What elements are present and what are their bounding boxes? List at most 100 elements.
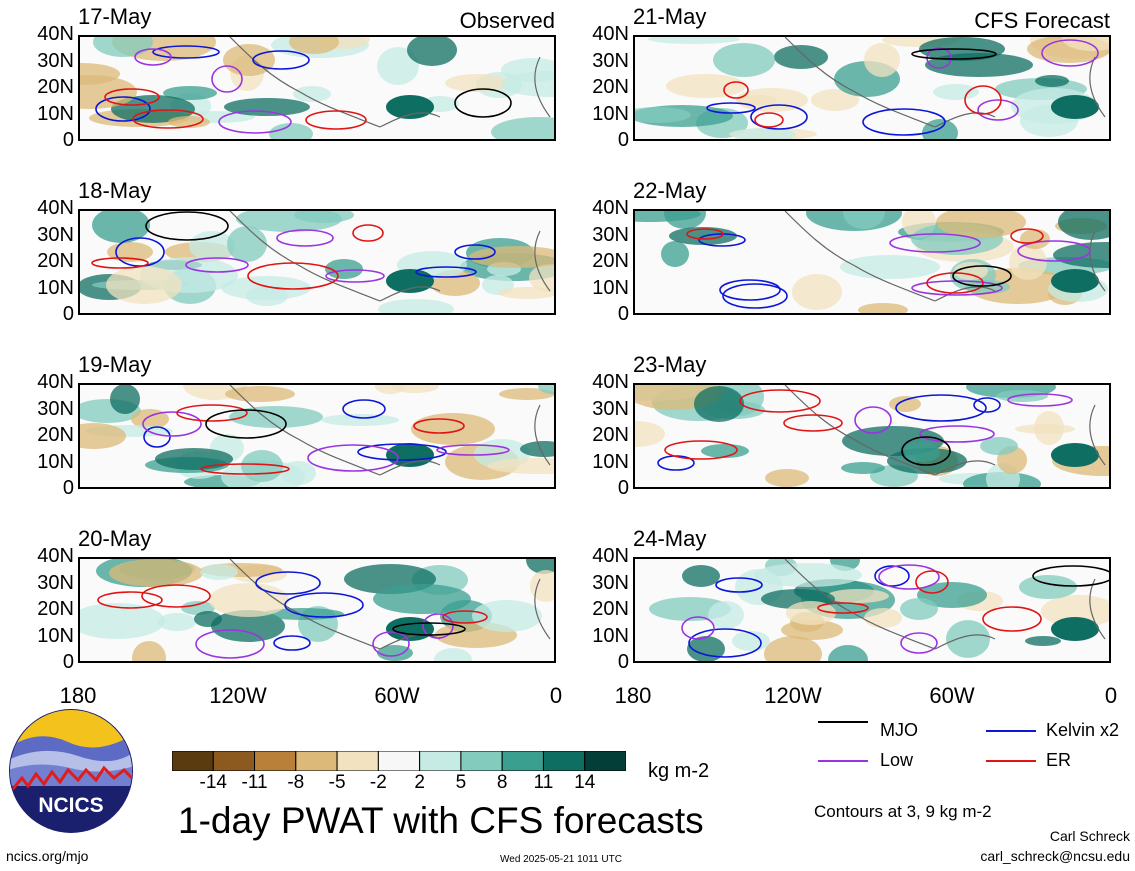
x-tick-label: 60W: [374, 683, 420, 708]
y-tick-label: 10N: [37, 624, 74, 647]
map-panel-right-2: [633, 383, 1111, 489]
colorbar-swatch: [295, 750, 338, 772]
x-tick-label: 0: [549, 683, 563, 708]
colorbar-swatch: [460, 750, 503, 772]
colorbar-unit: kg m-2: [648, 760, 710, 782]
panel-date-right-3: 24-May: [633, 526, 707, 551]
y-tick-label: 0: [62, 303, 74, 325]
y-tick-label: 0: [617, 651, 629, 673]
y-tick-label: 0: [62, 651, 74, 673]
colorbar-swatch: [336, 750, 379, 772]
colorbar-tick-label: -11: [241, 772, 268, 793]
y-tick-label: 0: [617, 303, 629, 325]
colorbar-tick-label: -5: [328, 772, 346, 793]
panel-date-left-1: 18-May: [78, 178, 152, 203]
colorbar-tick-label: 5: [455, 772, 467, 793]
y-tick-label: 10N: [37, 102, 74, 125]
x-tick-label: 180: [614, 683, 652, 708]
y-tick-label: 20N: [592, 76, 629, 98]
footer-author: Carl Schreck: [1049, 828, 1130, 844]
y-tick-label: 40N: [37, 371, 74, 393]
y-tick-label: 10N: [37, 450, 74, 473]
x-tick-label: 0: [1104, 683, 1118, 708]
y-tick-label: 40N: [592, 23, 629, 45]
mjo-legend-line: [818, 721, 868, 723]
y-tick-label: 30N: [592, 49, 629, 72]
y-tick-label: 20N: [37, 424, 74, 446]
colorbar-tick-label: -8: [287, 772, 305, 793]
x-tick-label: 120W: [209, 683, 267, 708]
map-panel-right-0: [633, 35, 1111, 141]
y-tick-label: 40N: [37, 197, 74, 219]
y-tick-label: 30N: [592, 571, 629, 594]
map-panel-right-1: [633, 209, 1111, 315]
y-tick-label: 10N: [592, 276, 629, 299]
y-tick-label: 10N: [592, 450, 629, 473]
y-tick-label: 30N: [592, 397, 629, 420]
y-tick-label: 0: [617, 477, 629, 499]
y-tick-label: 20N: [37, 250, 74, 272]
colorbar-tick-label: -2: [369, 772, 387, 793]
y-tick-label: 0: [617, 129, 629, 151]
y-tick-label: 40N: [37, 23, 74, 45]
y-tick-label: 10N: [592, 102, 629, 125]
y-tick-label: 30N: [37, 397, 74, 420]
y-tick-label: 20N: [592, 598, 629, 620]
y-tick-label: 40N: [592, 545, 629, 567]
kelvin-legend-line: [986, 730, 1036, 732]
logo-text: NCICS: [38, 794, 103, 817]
y-tick-label: 40N: [592, 371, 629, 393]
y-tick-label: 20N: [37, 76, 74, 98]
map-panel-left-3: [78, 557, 556, 663]
ncics-logo: NCICS: [8, 708, 134, 834]
colorbar-swatch: [171, 750, 214, 772]
panel-date-left-2: 19-May: [78, 352, 152, 377]
y-tick-label: 20N: [592, 250, 629, 272]
figure-title: 1-day PWAT with CFS forecasts: [178, 800, 704, 841]
y-tick-label: 30N: [37, 49, 74, 72]
y-tick-label: 40N: [592, 197, 629, 219]
footer-email[interactable]: carl_schreck@ncsu.edu: [980, 848, 1130, 864]
x-tick-label: 120W: [764, 683, 822, 708]
y-tick-label: 30N: [592, 223, 629, 246]
colorbar-tick-label: 14: [574, 772, 596, 793]
er-legend-line: [986, 760, 1036, 762]
y-tick-label: 40N: [37, 545, 74, 567]
cfs-forecast-label: CFS Forecast: [974, 8, 1110, 33]
contours-note: Contours at 3, 9 kg m-2: [814, 802, 992, 821]
colorbar-swatch: [254, 750, 297, 772]
kelvin-legend-label: Kelvin x2: [1046, 720, 1120, 740]
y-tick-label: 0: [62, 477, 74, 499]
er-legend-label: ER: [1046, 750, 1072, 770]
y-tick-label: 30N: [37, 223, 74, 246]
colorbar-swatch: [377, 750, 421, 772]
panel-date-left-3: 20-May: [78, 526, 152, 551]
map-panel-left-2: [78, 383, 556, 489]
colorbar: [171, 750, 627, 772]
low-legend-label: Low: [880, 750, 914, 770]
y-tick-label: 10N: [37, 276, 74, 299]
panel-date-left-0: 17-May: [78, 4, 152, 29]
colorbar-tick-label: 11: [533, 772, 554, 793]
colorbar-swatch: [419, 750, 462, 772]
x-tick-label: 60W: [929, 683, 975, 708]
y-tick-label: 10N: [592, 624, 629, 647]
map-panel-left-1: [78, 209, 556, 315]
mjo-legend-label: MJO: [880, 720, 918, 740]
footer-timestamp: Wed 2025-05-21 1011 UTC: [500, 854, 622, 865]
panel-date-right-2: 23-May: [633, 352, 707, 377]
y-tick-label: 30N: [37, 571, 74, 594]
colorbar-swatch: [584, 750, 627, 772]
footer-url[interactable]: ncics.org/mjo: [6, 848, 89, 864]
colorbar-tick-label: 2: [414, 772, 425, 793]
low-legend-line: [818, 760, 868, 762]
observed-label: Observed: [459, 8, 555, 33]
y-tick-label: 0: [62, 129, 74, 151]
panel-date-right-1: 22-May: [633, 178, 707, 203]
colorbar-tick-label: -14: [199, 772, 227, 793]
y-tick-label: 20N: [37, 598, 74, 620]
map-panel-right-3: [633, 557, 1111, 663]
map-panel-left-0: [78, 35, 556, 141]
colorbar-swatch: [501, 750, 544, 772]
colorbar-swatch: [212, 750, 256, 772]
